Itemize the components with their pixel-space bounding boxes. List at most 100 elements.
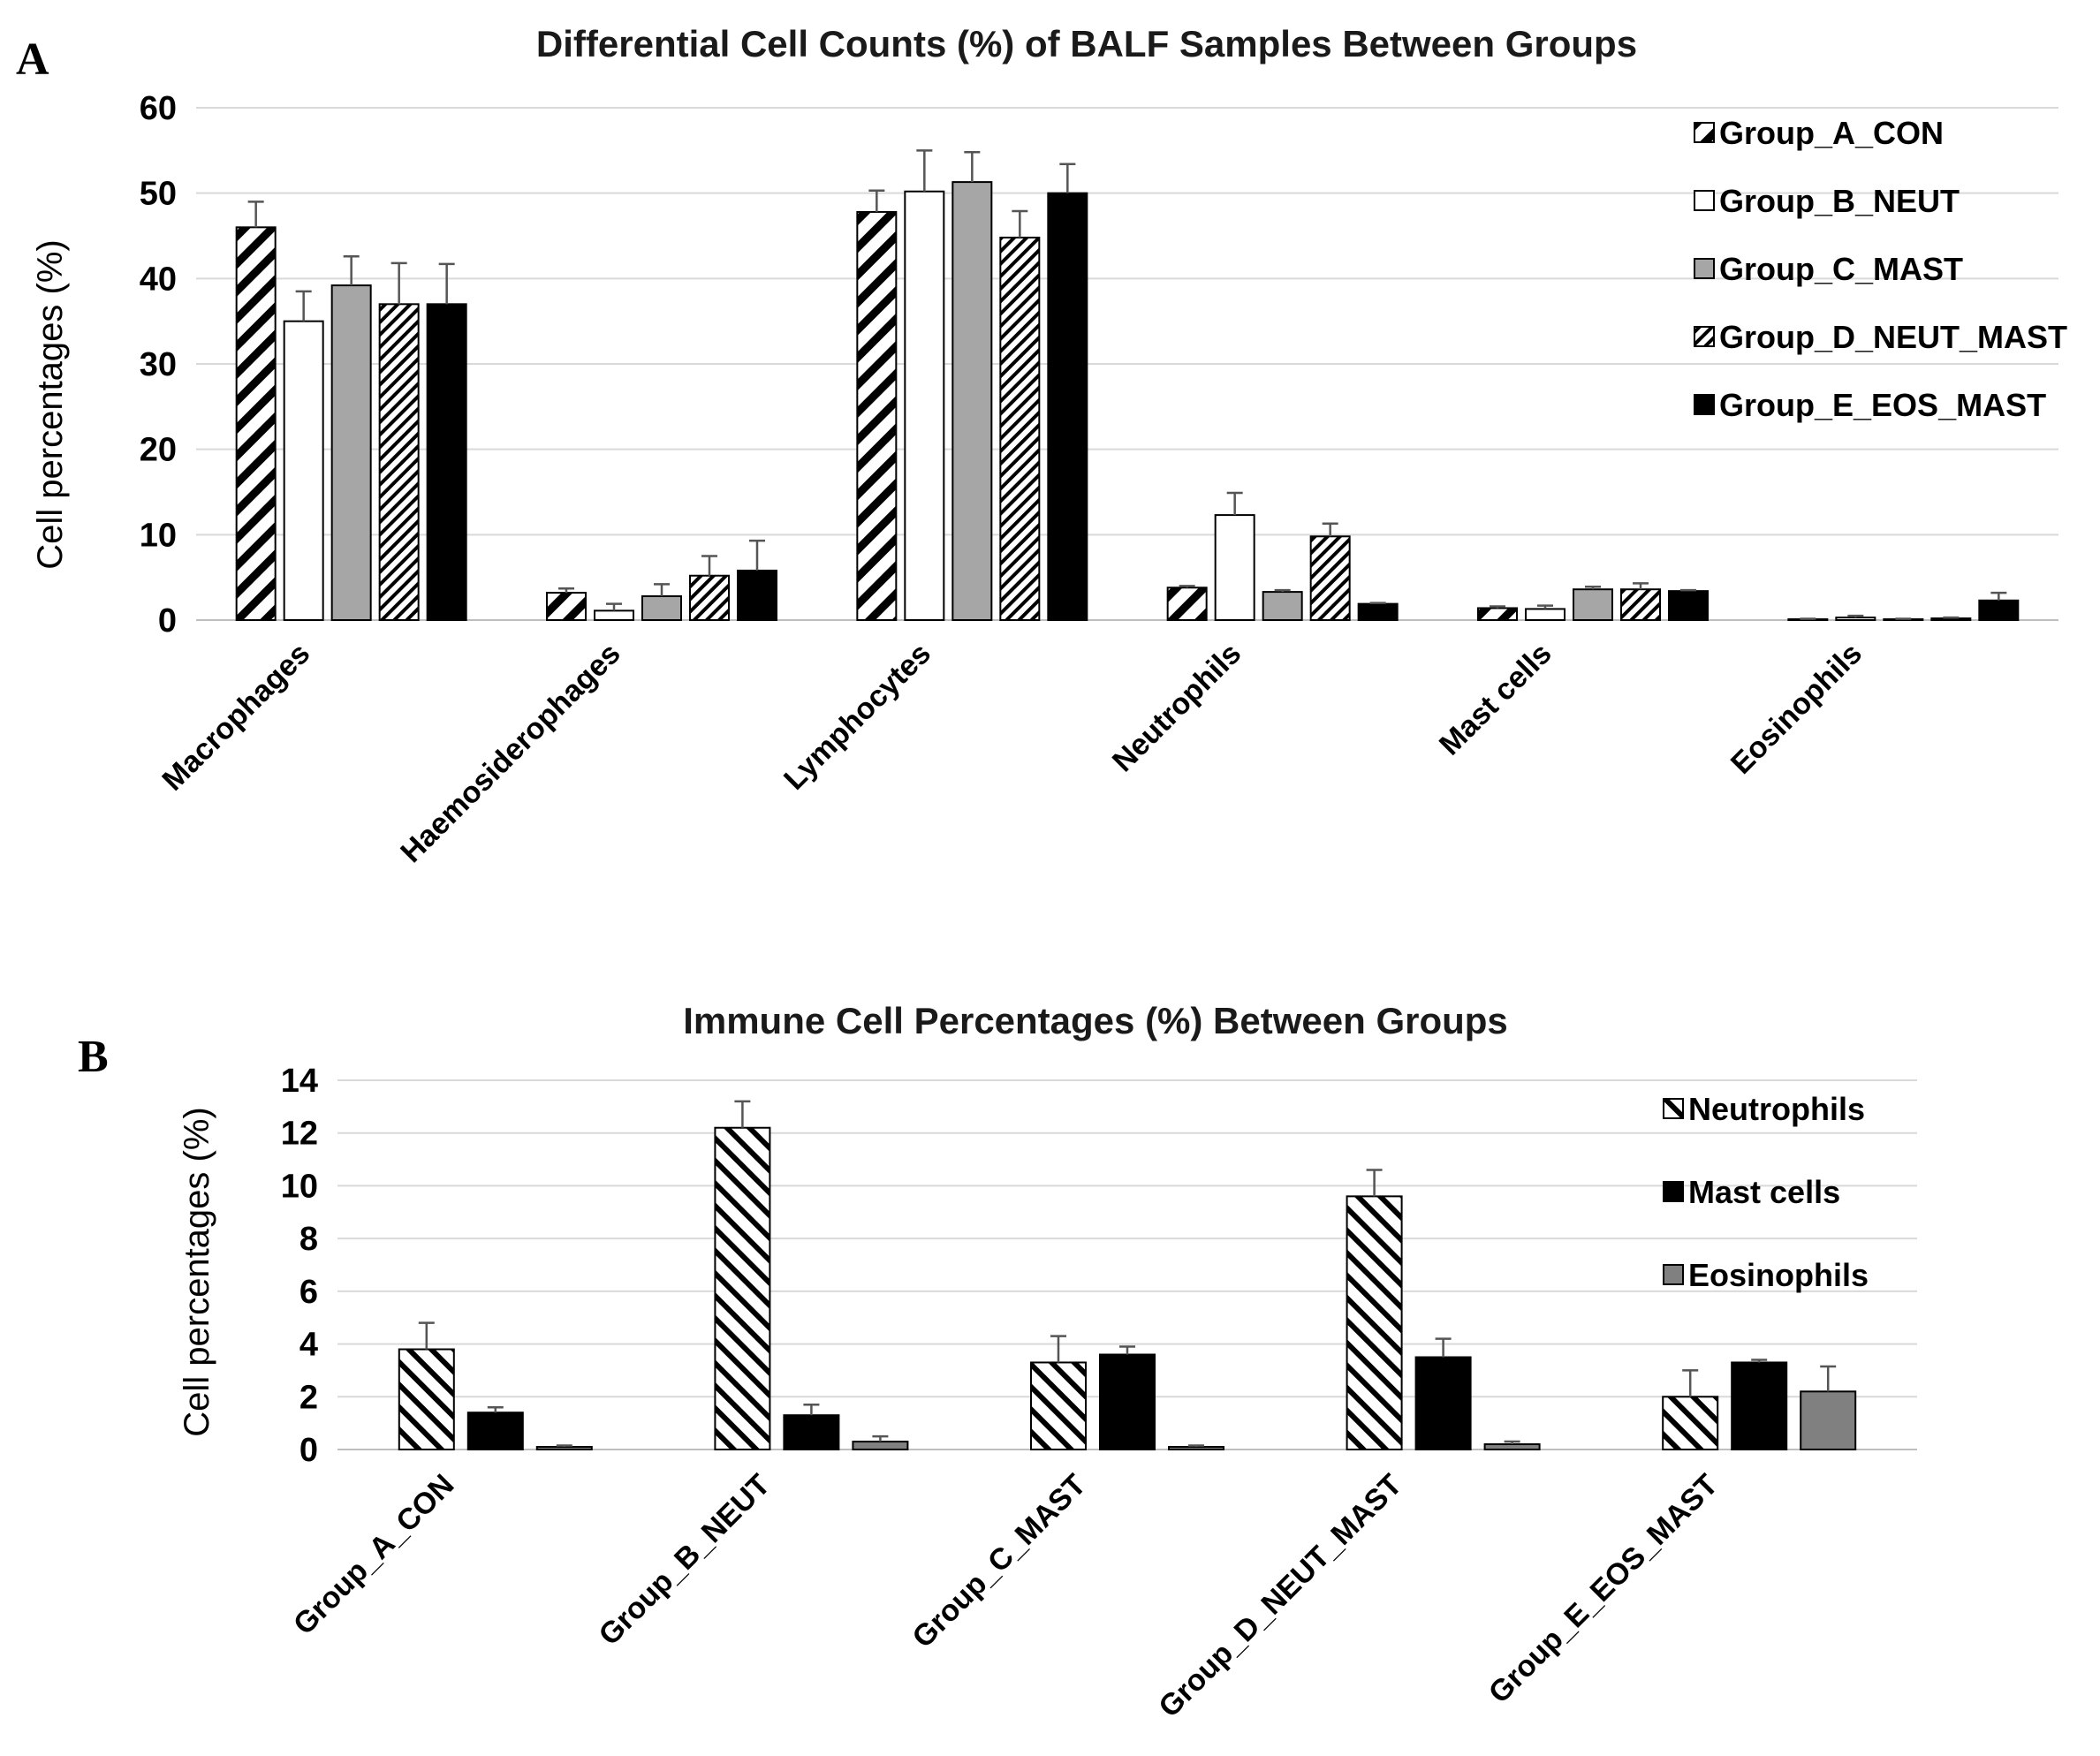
bar-group-c-mast-eosinophils	[1168, 1446, 1224, 1450]
panel-b-title: Immune Cell Percentages (%) Between Grou…	[683, 1000, 1508, 1041]
legend-swatch-group-d-neut-mast	[1694, 326, 1715, 347]
bar-mast-cells-group-a-con	[1477, 607, 1518, 622]
bar-neutrophils-group-a-con	[1166, 587, 1208, 621]
bar-group-e-eos-mast-mast-cells	[1731, 1361, 1788, 1451]
bar-neutrophils-group-d-neut-mast	[1309, 535, 1351, 621]
error-bar-group-c-mast-eosinophils	[1188, 1444, 1204, 1448]
bar-lymphocytes-group-b-neut	[904, 190, 945, 621]
error-bar-group-c-mast-mast-cells	[1119, 1345, 1135, 1355]
y-tick-label: 2	[299, 1379, 318, 1416]
bar-lymphocytes-group-d-neut-mast	[999, 236, 1041, 621]
bar-eosinophils-group-b-neut	[1835, 617, 1876, 621]
legend-label-group-b-neut: Group_B_NEUT	[1719, 183, 1960, 219]
y-tick-label: 10	[281, 1168, 318, 1205]
error-bar-group-d-neut-mast-neutrophils	[1366, 1169, 1383, 1197]
error-bar-macrophages-group-b-neut	[295, 290, 312, 322]
error-bar-group-c-mast-neutrophils	[1050, 1335, 1066, 1363]
panel-b-label: B	[78, 1032, 109, 1082]
bar-mast-cells-group-b-neut	[1525, 608, 1566, 622]
y-tick-label: 4	[299, 1327, 318, 1364]
panel-a-plot: 0 10 20 30 40 50 60 Macrophages Haemosiderophage…	[140, 90, 2067, 869]
bar-lymphocytes-group-c-mast	[951, 181, 993, 621]
error-bar-neutrophils-group-b-neut	[1226, 491, 1243, 516]
error-bar-mast-cells-group-d-neut-mast	[1633, 582, 1649, 590]
legend-label-neutrophils: Neutrophils	[1688, 1091, 1865, 1127]
y-tick-label: 8	[299, 1221, 318, 1258]
error-bar-eosinophils-group-e-eos-mast	[1990, 591, 2007, 601]
bar-mast-cells-group-e-eos-mast	[1668, 590, 1709, 622]
legend-label-eosinophils: Eosinophils	[1688, 1257, 1869, 1293]
bar-macrophages-group-b-neut	[283, 320, 324, 621]
legend-label-group-c-mast: Group_C_MAST	[1719, 251, 1963, 287]
bar-eosinophils-group-d-neut-mast	[1930, 617, 1972, 621]
panel-b-plot: 0 2 4 6 8 10 12 14 Group_A_CON Group_B_NEUT Group_…	[281, 1063, 1917, 1724]
error-bar-lymphocytes-group-d-neut-mast	[1012, 209, 1028, 238]
x-tick-label-group-a-con: Group_A_CON	[287, 1468, 461, 1642]
legend-swatch-group-c-mast	[1694, 258, 1715, 279]
bar-mast-cells-group-c-mast	[1573, 588, 1613, 622]
legend-swatch-neutrophils	[1663, 1098, 1684, 1119]
y-tick-label: 12	[281, 1116, 318, 1153]
bar-haemosiderophages-group-d-neut-mast	[689, 574, 730, 622]
x-tick-label-group-d-neut-mast: Group_D_NEUT_MAST	[1152, 1468, 1408, 1724]
y-tick-label: 10	[140, 517, 177, 554]
error-bar-neutrophils-group-c-mast	[1274, 588, 1291, 593]
error-bar-macrophages-group-d-neut-mast	[390, 261, 407, 305]
y-tick-label: 20	[140, 432, 177, 469]
bar-group-e-eos-mast-eosinophils	[1800, 1390, 1857, 1451]
error-bar-group-a-con-eosinophils	[556, 1444, 572, 1448]
bar-mast-cells-group-d-neut-mast	[1620, 588, 1661, 622]
y-tick-label: 50	[140, 176, 177, 213]
error-bar-lymphocytes-group-b-neut	[916, 149, 933, 192]
panel-a-title: Differential Cell Counts (%) of BALF Sam…	[536, 23, 1637, 64]
x-tick-label-group-e-eos-mast: Group_E_EOS_MAST	[1482, 1468, 1725, 1710]
legend-swatch-eosinophils	[1663, 1264, 1684, 1285]
panel-a-y-axis-label: Cell percentages (%)	[31, 239, 70, 570]
bar-group-b-neut-neutrophils	[714, 1126, 771, 1450]
error-bar-group-d-neut-mast-mast-cells	[1435, 1337, 1452, 1358]
bar-group-b-neut-mast-cells	[783, 1414, 840, 1450]
bar-macrophages-group-c-mast	[330, 284, 372, 621]
bar-macrophages-group-a-con	[235, 226, 277, 621]
y-tick-label: 0	[158, 602, 177, 640]
x-tick-label-group-b-neut: Group_B_NEUT	[593, 1468, 777, 1653]
bar-haemosiderophages-group-b-neut	[594, 609, 634, 621]
legend-swatch-group-b-neut	[1694, 190, 1715, 211]
bar-neutrophils-group-e-eos-mast	[1357, 602, 1399, 622]
legend-swatch-mast-cells	[1663, 1181, 1684, 1202]
bar-neutrophils-group-b-neut	[1214, 514, 1255, 621]
error-bar-eosinophils-group-b-neut	[1847, 614, 1864, 618]
bar-group-d-neut-mast-eosinophils	[1483, 1443, 1541, 1450]
bar-group-c-mast-mast-cells	[1099, 1353, 1156, 1450]
y-tick-label: 40	[140, 261, 177, 298]
x-tick-label-mast-cells: Mast cells	[1433, 637, 1558, 762]
bar-group-c-mast-neutrophils	[1030, 1361, 1087, 1451]
error-bar-haemosiderophages-group-b-neut	[606, 602, 622, 611]
error-bar-mast-cells-group-e-eos-mast	[1680, 588, 1696, 592]
error-bar-macrophages-group-c-mast	[343, 254, 360, 286]
legend-label-mast-cells: Mast cells	[1688, 1174, 1840, 1210]
error-bar-macrophages-group-a-con	[247, 201, 264, 228]
bar-group-d-neut-mast-neutrophils	[1346, 1195, 1403, 1451]
bar-group-a-con-mast-cells	[466, 1412, 524, 1450]
bar-haemosiderophages-group-e-eos-mast	[737, 569, 777, 622]
legend-label-group-d-neut-mast: Group_D_NEUT_MAST	[1719, 319, 2067, 355]
error-bar-lymphocytes-group-c-mast	[964, 151, 981, 183]
error-bar-group-a-con-neutrophils	[418, 1321, 435, 1350]
bar-group-d-neut-mast-mast-cells	[1414, 1356, 1472, 1450]
bar-group-a-con-eosinophils	[535, 1446, 593, 1450]
bar-lymphocytes-group-e-eos-mast	[1047, 192, 1088, 622]
bar-group-e-eos-mast-neutrophils	[1662, 1396, 1719, 1451]
legend-label-group-e-eos-mast: Group_E_EOS_MAST	[1719, 387, 2046, 423]
error-bar-group-b-neut-eosinophils	[872, 1434, 889, 1442]
bar-eosinophils-group-e-eos-mast	[1978, 599, 2020, 621]
legend-swatch-group-e-eos-mast	[1694, 394, 1715, 415]
x-tick-label-eosinophils: Eosinophils	[1725, 637, 1869, 781]
x-tick-label-macrophages: Macrophages	[155, 637, 316, 798]
error-bar-group-e-eos-mast-mast-cells	[1751, 1359, 1768, 1363]
error-bar-lymphocytes-group-e-eos-mast	[1059, 163, 1076, 193]
bar-group-b-neut-eosinophils	[852, 1441, 909, 1450]
bar-macrophages-group-e-eos-mast	[426, 303, 467, 621]
y-tick-label: 6	[299, 1274, 318, 1311]
